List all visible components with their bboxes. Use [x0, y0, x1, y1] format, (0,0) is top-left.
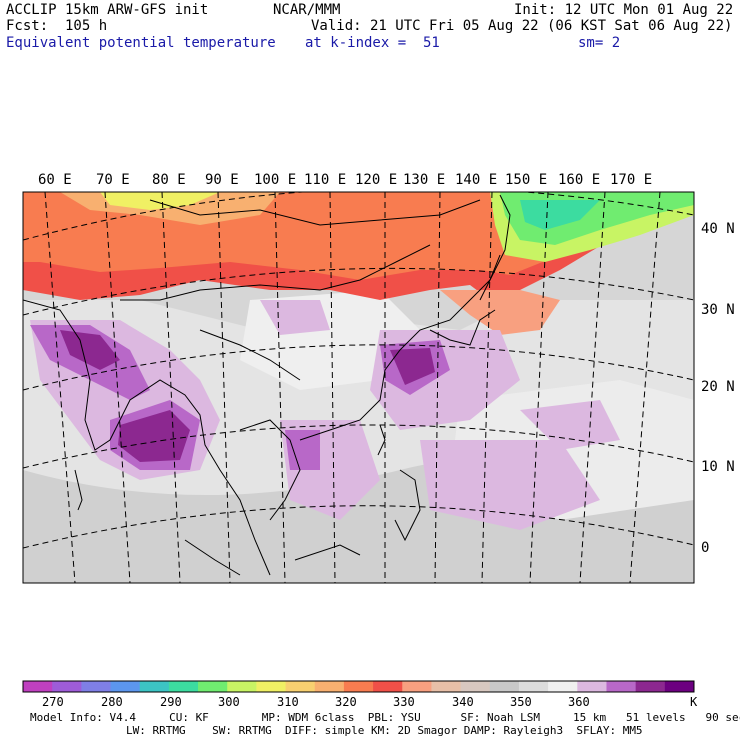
- lat-label-20n: 20 N: [701, 379, 735, 395]
- lon-label-100e: 100 E: [254, 172, 297, 188]
- lat-label-0: 0: [701, 540, 710, 556]
- colorbar-label-310: 310: [277, 695, 299, 709]
- colorbar-swatch: [314, 681, 345, 692]
- colorbar-swatch: [139, 681, 170, 692]
- lon-label-80e: 80 E: [152, 172, 186, 188]
- colorbar-swatch: [577, 681, 607, 692]
- colorbar-swatch: [23, 681, 53, 692]
- colorbar-swatch: [489, 681, 520, 692]
- colorbar-label-280: 280: [101, 695, 123, 709]
- colorbar-swatch: [285, 681, 316, 692]
- colorbar-label-350: 350: [510, 695, 532, 709]
- colorbar-label-300: 300: [218, 695, 240, 709]
- model-title: ACCLIP 15km ARW-GFS init: [6, 2, 209, 18]
- lon-label-60e: 60 E: [38, 172, 72, 188]
- colorbar-swatch: [635, 681, 666, 692]
- lon-label-110e: 110 E: [304, 172, 347, 188]
- colorbar-label-340: 340: [452, 695, 474, 709]
- lon-label-120e: 120 E: [355, 172, 398, 188]
- map-frame: [22, 191, 695, 584]
- colorbar-swatch: [168, 681, 199, 692]
- colorbar-swatch: [343, 681, 374, 692]
- colorbar-swatch: [227, 681, 257, 692]
- lon-label-70e: 70 E: [96, 172, 130, 188]
- colorbar-swatch: [431, 681, 462, 692]
- valid-time: Valid: 21 UTC Fri 05 Aug 22 (06 KST Sat …: [311, 18, 733, 34]
- colorbar-swatch: [110, 681, 141, 692]
- lon-label-140e: 140 E: [455, 172, 498, 188]
- lon-label-160e: 160 E: [558, 172, 601, 188]
- map-field: [23, 192, 694, 583]
- colorbar-swatch: [548, 681, 578, 692]
- field-name: Equivalent potential temperature: [6, 35, 276, 51]
- level-index: at k-index = 51: [305, 35, 440, 51]
- colorbar-label-290: 290: [160, 695, 182, 709]
- colorbar-swatch: [52, 681, 82, 692]
- lon-label-130e: 130 E: [403, 172, 446, 188]
- colorbar: [22, 680, 695, 693]
- colorbar-label-360: 360: [568, 695, 590, 709]
- colorbar-swatch: [81, 681, 112, 692]
- colorbar-label-320: 320: [335, 695, 357, 709]
- colorbar-unit: K: [690, 695, 698, 709]
- lat-label-30n: 30 N: [701, 302, 735, 318]
- init-time: Init: 12 UTC Mon 01 Aug 22: [514, 2, 734, 18]
- lat-label-10n: 10 N: [701, 459, 735, 475]
- colorbar-swatch: [256, 681, 287, 692]
- center-name: NCAR/MMM: [273, 2, 341, 18]
- forecast-hour: Fcst: 105 h: [6, 18, 108, 34]
- colorbar-frame: [22, 680, 695, 693]
- smoothing-value: sm= 2: [578, 35, 621, 51]
- colorbar-swatch: [460, 681, 491, 692]
- lon-label-150e: 150 E: [505, 172, 548, 188]
- colorbar-swatch: [606, 681, 637, 692]
- lat-label-40n: 40 N: [701, 221, 735, 237]
- colorbar-swatch: [664, 681, 695, 692]
- colorbar-swatch: [518, 681, 549, 692]
- colorbar-swatch: [198, 681, 228, 692]
- colorbar-label-270: 270: [42, 695, 64, 709]
- colorbar-swatch: [373, 681, 403, 692]
- lon-label-170e: 170 E: [610, 172, 653, 188]
- model-info-line2: LW: RRTMG SW: RRTMG DIFF: simple KM: 2D …: [126, 724, 643, 737]
- model-info-line1: Model Info: V4.4 CU: KF MP: WDM 6class P…: [30, 711, 740, 724]
- lon-label-90e: 90 E: [205, 172, 239, 188]
- colorbar-swatch: [402, 681, 432, 692]
- colorbar-label-330: 330: [393, 695, 415, 709]
